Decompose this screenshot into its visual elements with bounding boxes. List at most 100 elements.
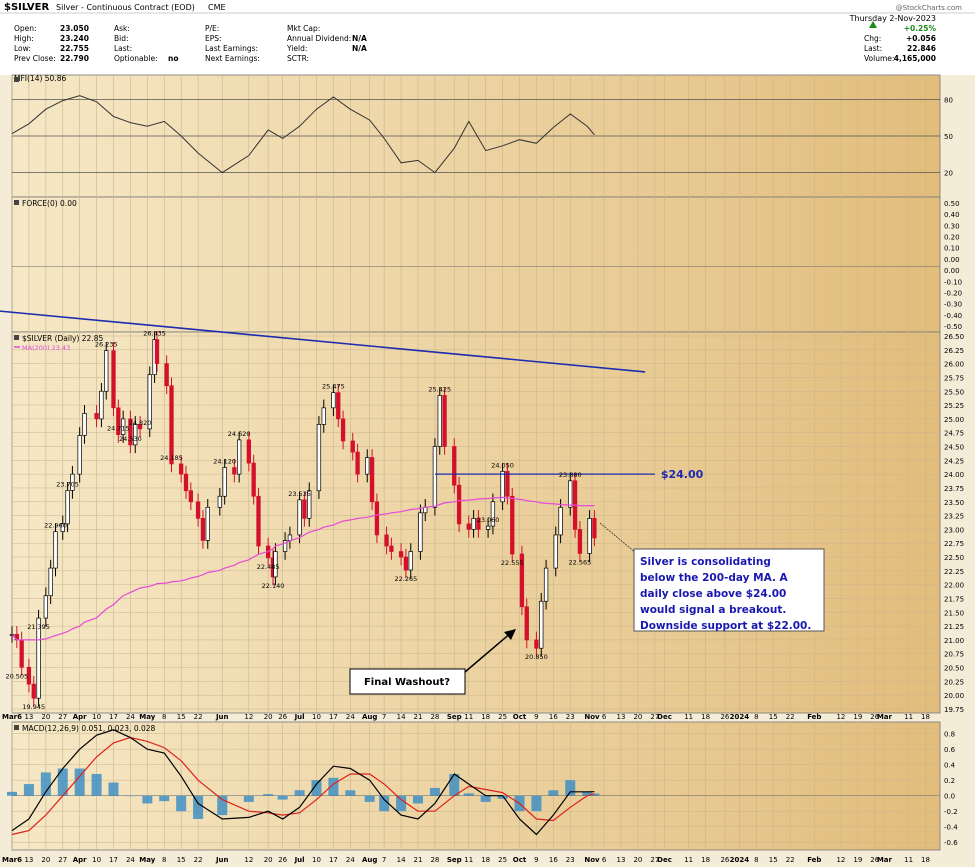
price-candle bbox=[471, 518, 476, 530]
header-date: Thursday 2-Nov-2023 bbox=[849, 14, 936, 23]
price-label: 20.505 bbox=[5, 672, 28, 680]
ohlc-label: Open: bbox=[14, 24, 37, 33]
macd-hist-bar bbox=[429, 787, 440, 796]
force-ytick: 0.00 bbox=[944, 256, 960, 264]
price-ytick: 26.00 bbox=[944, 361, 964, 369]
right-label: Chg: bbox=[864, 34, 881, 43]
dividend-label: SCTR: bbox=[287, 54, 309, 63]
x-tick-label-bottom: 21 bbox=[414, 856, 423, 864]
price-label: 23.535 bbox=[288, 490, 311, 498]
price-candle bbox=[524, 606, 529, 641]
price-candle bbox=[432, 446, 438, 508]
price-candle bbox=[587, 518, 592, 554]
note-line: Silver is consolidating bbox=[640, 556, 771, 568]
price-candle bbox=[418, 512, 423, 552]
x-tick-label-bottom: 18 bbox=[701, 856, 710, 864]
x-tick-label-bottom: Feb bbox=[807, 856, 821, 864]
dividend-value: N/A bbox=[352, 44, 367, 53]
x-tick-label: May bbox=[139, 713, 155, 721]
ohlc-value: 22.755 bbox=[60, 44, 89, 53]
x-tick-label-bottom: Oct bbox=[513, 856, 527, 864]
price-candle bbox=[36, 617, 41, 699]
x-tick-label-bottom: 20 bbox=[41, 856, 50, 864]
price-ytick: 21.75 bbox=[944, 595, 964, 603]
price-candle bbox=[510, 495, 515, 555]
macd-hist-bar bbox=[328, 777, 339, 796]
force-ytick: 0.00 bbox=[944, 267, 960, 275]
note-pointer bbox=[599, 522, 637, 554]
price-candle bbox=[19, 639, 24, 668]
ma200-line bbox=[11, 496, 595, 641]
x-tick-label: 21 bbox=[414, 713, 423, 721]
price-candle bbox=[31, 683, 36, 699]
price-label: 24.050 bbox=[491, 461, 514, 469]
macd-hist-bar bbox=[91, 773, 102, 796]
price-candle bbox=[195, 501, 201, 519]
quote-label: Bid: bbox=[114, 34, 129, 43]
fundamental-label: Last Earnings: bbox=[205, 44, 258, 53]
macd-hist-bar bbox=[548, 790, 559, 796]
price-ytick: 24.00 bbox=[944, 471, 964, 479]
price-candle bbox=[442, 395, 447, 447]
price-candle bbox=[128, 418, 133, 446]
macd-hist-bar bbox=[463, 793, 474, 796]
price-panel bbox=[11, 331, 941, 714]
price-candle bbox=[99, 390, 104, 420]
price-candle bbox=[307, 490, 312, 519]
price-ytick: 21.25 bbox=[944, 623, 964, 631]
price-label: 22.485 bbox=[257, 563, 280, 571]
price-candle bbox=[111, 350, 116, 409]
x-tick-label: 22 bbox=[786, 713, 795, 721]
price-candle bbox=[169, 385, 174, 465]
price-ytick: 25.75 bbox=[944, 374, 964, 382]
x-tick-label: Dec bbox=[657, 713, 672, 721]
price-label: 24.620 bbox=[228, 430, 251, 438]
price-candle bbox=[48, 567, 53, 597]
price-candle bbox=[237, 439, 242, 475]
x-tick-label-bottom: 13 bbox=[617, 856, 626, 864]
ohlc-value: 22.790 bbox=[60, 54, 89, 63]
x-tick-label-bottom: 18 bbox=[481, 856, 490, 864]
quote-label: Optionable: bbox=[114, 54, 158, 63]
force-title: FORCE(0) 0.00 bbox=[22, 199, 77, 208]
x-tick-label: 2024 bbox=[730, 713, 750, 721]
price-candle bbox=[321, 407, 326, 425]
x-tick-label: 27 bbox=[58, 713, 67, 721]
macd-panel bbox=[11, 721, 941, 851]
price-candle bbox=[297, 499, 302, 536]
price-candle bbox=[104, 350, 109, 392]
x-tick-label: Mar6 bbox=[2, 713, 22, 721]
x-tick-label: 26 bbox=[870, 713, 879, 721]
x-tick-label-bottom: 8 bbox=[754, 856, 758, 864]
ohlc-value: 23.240 bbox=[60, 34, 89, 43]
x-tick-label: 25 bbox=[498, 713, 507, 721]
x-tick-label: Apr bbox=[73, 713, 87, 721]
dividend-label: Mkt Cap: bbox=[287, 24, 320, 33]
symbol-title: $SILVER bbox=[4, 2, 49, 13]
price-candle bbox=[374, 501, 380, 536]
price-candle bbox=[200, 518, 206, 541]
force-ytick: -0.40 bbox=[944, 312, 962, 320]
price-candle bbox=[505, 471, 510, 497]
price-candle bbox=[53, 531, 58, 569]
right-value: +0.056 bbox=[906, 34, 936, 43]
price-ytick: 23.50 bbox=[944, 499, 964, 507]
x-tick-label-bottom: 25 bbox=[498, 856, 507, 864]
price-candle bbox=[147, 374, 152, 430]
x-tick-label: 17 bbox=[109, 713, 118, 721]
price-legend-icon bbox=[14, 335, 19, 340]
resistance-trendline bbox=[0, 310, 646, 373]
price-label: 22.960 bbox=[44, 522, 67, 530]
price-candle bbox=[389, 545, 394, 552]
price-label: 24.120 bbox=[213, 458, 236, 466]
x-tick-label-bottom: 22 bbox=[194, 856, 203, 864]
note-box bbox=[633, 548, 825, 632]
x-tick-label-bottom: 10 bbox=[92, 856, 101, 864]
quote-label: Last: bbox=[114, 44, 132, 53]
x-tick-label-bottom: Aug bbox=[362, 856, 377, 864]
x-tick-label-bottom: 17 bbox=[109, 856, 118, 864]
force-ytick: -0.10 bbox=[944, 278, 962, 286]
price-label: 25.425 bbox=[428, 385, 451, 393]
x-tick-label: Jul bbox=[294, 713, 305, 721]
x-tick-label: 24 bbox=[126, 713, 135, 721]
